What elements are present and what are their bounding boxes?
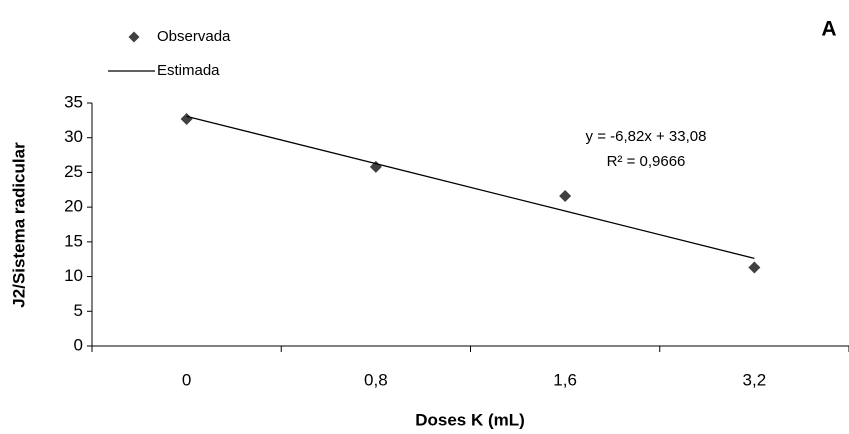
- data-point: [180, 112, 193, 125]
- legend-marker: [128, 31, 140, 43]
- x-tick-label: 0: [182, 370, 191, 389]
- y-tick-label: 35: [64, 92, 83, 111]
- y-tick-label: 30: [64, 127, 83, 146]
- legend-label: Observada: [157, 28, 231, 45]
- data-point: [748, 261, 761, 274]
- y-tick-label: 10: [64, 266, 83, 285]
- y-tick-label: 0: [74, 335, 83, 354]
- panel-label: A: [821, 18, 836, 41]
- y-tick-label: 20: [64, 197, 83, 216]
- equation: y = -6,82x + 33,08: [586, 128, 707, 145]
- y-axis-label: J2/Sistema radicular: [9, 142, 28, 308]
- r-squared: R² = 0,9666: [607, 153, 686, 170]
- y-tick-label: 5: [74, 301, 83, 320]
- y-tick-label: 25: [64, 162, 83, 181]
- x-tick-label: 1,6: [553, 370, 577, 389]
- x-tick-label: 3,2: [743, 370, 767, 389]
- data-point: [559, 190, 572, 203]
- legend-label: Estimada: [157, 62, 220, 79]
- y-tick-label: 15: [64, 231, 83, 250]
- trend-line: [186, 115, 755, 260]
- x-tick-label: 0,8: [364, 370, 388, 389]
- x-axis-label: Doses K (mL): [415, 410, 525, 429]
